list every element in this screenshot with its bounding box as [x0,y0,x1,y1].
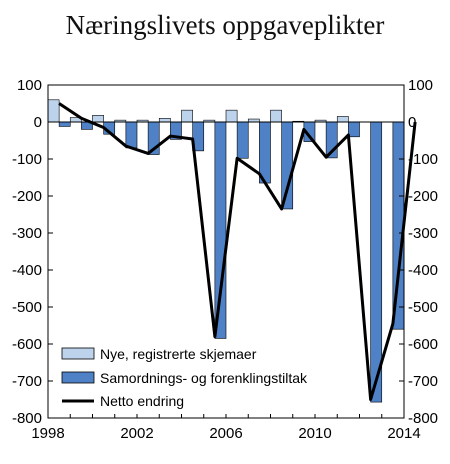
y-tick-label-left: -400 [12,262,42,279]
y-tick-label-right: -300 [408,225,438,242]
legend-swatch-new-forms [61,347,95,360]
bar-simplification-1998 [58,121,71,127]
y-tick-label-left: -600 [12,336,42,353]
y-tick-label-left: -200 [12,188,42,205]
bar-simplification-2001 [125,121,138,149]
y-tick-label-right: -700 [408,373,438,390]
y-tick-label-right: -200 [408,188,438,205]
chart-title: Næringslivets oppgaveplikter [65,10,385,40]
y-tick-label-right: 0 [408,114,416,131]
x-tick-label: 1998 [31,425,64,442]
bar-new-forms-2006 [225,109,238,123]
y-tick-label-left: 100 [17,77,42,94]
bar-simplification-2012 [370,121,383,403]
legend-label-simplification: Samordnings- og forenklingstiltak [100,370,308,386]
x-tick-label: 2014 [387,425,420,442]
y-tick-label-right: -600 [408,336,438,353]
bar-new-forms-2011 [336,116,349,123]
y-tick-label-right: 100 [408,77,433,94]
x-tick-label: 2006 [209,425,242,442]
y-tick-label-right: -100 [408,151,438,168]
legend-label-net-change: Netto endring [100,393,184,409]
y-tick-label-left: 0 [34,114,42,131]
x-tick-label: 2002 [120,425,153,442]
legend-swatch-simplification [61,371,95,384]
y-tick-label-left: -500 [12,299,42,316]
y-tick-label-left: -700 [12,373,42,390]
y-tick-label-right: -400 [408,262,438,279]
bar-new-forms-2003 [158,118,171,123]
line-layer [58,102,417,401]
legend-label-new-forms: Nye, registrerte skjemaer [100,346,257,362]
legend: Nye, registrerte skjemaer Samordnings- o… [61,346,308,409]
y-tick-label-left: -800 [12,410,42,427]
bar-simplification-2011 [348,121,360,138]
bar-simplification-2005 [214,121,227,339]
bar-simplification-2008 [281,121,294,210]
axes-layer: 100 100 0 0 -100 -100 -200 -200 -300 -300 -400 -400… [12,77,438,442]
bar-new-forms-1998 [47,99,60,123]
y-tick-label-left: -100 [12,151,42,168]
net-change-line [58,102,417,401]
x-tick-label: 2010 [298,425,331,442]
y-tick-label-right: -500 [408,299,438,316]
y-tick-label-left: -300 [12,225,42,242]
y-tick-label-right: -800 [408,410,438,427]
bar-new-forms-2004 [181,109,193,123]
bar-new-forms-2008 [270,109,282,123]
bar-new-forms-2000 [92,115,104,123]
bar-simplification-2006 [236,121,249,159]
